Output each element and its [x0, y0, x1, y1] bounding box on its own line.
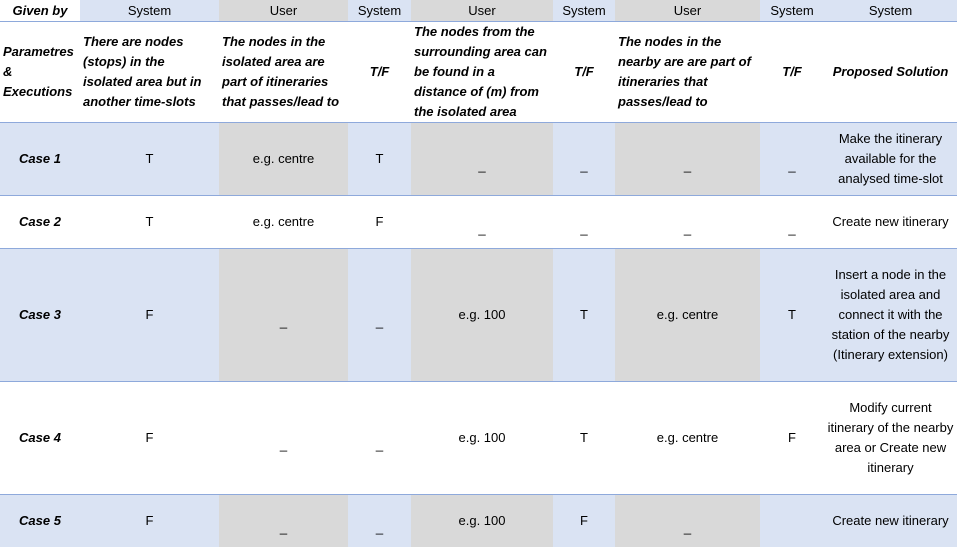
column-header: The nodes in the nearby are are part of …	[615, 22, 760, 123]
table-cell: e.g. centre	[219, 196, 348, 249]
given-by-cell: User	[411, 0, 553, 22]
case-label: Case 4	[0, 382, 80, 495]
column-header: T/F	[553, 22, 615, 123]
column-header: Proposed Solution	[824, 22, 957, 123]
column-header: The nodes in the isolated area are part …	[219, 22, 348, 123]
given-by-cell: System	[348, 0, 411, 22]
table-cell: e.g. centre	[615, 249, 760, 382]
table-row: Case 4 F _ _ e.g. 100 T e.g. centre F Mo…	[0, 382, 957, 495]
table-cell: _	[348, 495, 411, 547]
table-cell: _	[219, 495, 348, 547]
given-by-cell: System	[80, 0, 219, 22]
table-cell: _	[553, 123, 615, 196]
table-cell: _	[615, 495, 760, 547]
table-cell: T	[760, 249, 824, 382]
table-cell: F	[80, 495, 219, 547]
table-cell	[760, 495, 824, 547]
given-by-cell: User	[219, 0, 348, 22]
proposed-solution: Create new itinerary	[824, 196, 957, 249]
table-cell: T	[348, 123, 411, 196]
table-row: Case 1 T e.g. centre T _ _ _ _ Make the …	[0, 123, 957, 196]
table-cell: _	[348, 382, 411, 495]
given-by-cell: User	[615, 0, 760, 22]
case-label: Case 1	[0, 123, 80, 196]
column-header: There are nodes (stops) in the isolated …	[80, 22, 219, 123]
given-by-cell: System	[760, 0, 824, 22]
table-cell: _	[615, 123, 760, 196]
table-cell: e.g. 100	[411, 495, 553, 547]
table-cell: T	[80, 196, 219, 249]
column-header: The nodes from the surrounding area can …	[411, 22, 553, 123]
proposed-solution: Make the itinerary available for the ana…	[824, 123, 957, 196]
given-by-row: Given by System User System User System …	[0, 0, 957, 22]
table-cell: _	[219, 382, 348, 495]
case-label: Case 2	[0, 196, 80, 249]
table-cell: F	[760, 382, 824, 495]
proposed-solution: Create new itinerary	[824, 495, 957, 547]
table-cell: _	[411, 123, 553, 196]
table-cell: e.g. 100	[411, 382, 553, 495]
parameters-label: Parametres & Executions	[0, 22, 80, 123]
table-cell: _	[553, 196, 615, 249]
table-row: Case 3 F _ _ e.g. 100 T e.g. centre T In…	[0, 249, 957, 382]
table-cell: _	[411, 196, 553, 249]
table-cell: _	[760, 196, 824, 249]
table-cell: T	[553, 382, 615, 495]
table-cell: F	[80, 249, 219, 382]
table-cell: T	[553, 249, 615, 382]
proposed-solution: Insert a node in the isolated area and c…	[824, 249, 957, 382]
case-label: Case 3	[0, 249, 80, 382]
table-cell: _	[760, 123, 824, 196]
given-by-label: Given by	[0, 0, 80, 22]
proposed-solution: Modify current itinerary of the nearby a…	[824, 382, 957, 495]
parameter-header-row: Parametres & Executions There are nodes …	[0, 22, 957, 123]
column-header: T/F	[760, 22, 824, 123]
given-by-cell: System	[824, 0, 957, 22]
table-cell: F	[553, 495, 615, 547]
table-row: Case 5 F _ _ e.g. 100 F _ Create new iti…	[0, 495, 957, 547]
given-by-cell: System	[553, 0, 615, 22]
case-label: Case 5	[0, 495, 80, 547]
table-cell: _	[348, 249, 411, 382]
table-cell: F	[80, 382, 219, 495]
table-cell: F	[348, 196, 411, 249]
table-cell: e.g. 100	[411, 249, 553, 382]
column-header: T/F	[348, 22, 411, 123]
table-cell: e.g. centre	[219, 123, 348, 196]
table-cell: _	[615, 196, 760, 249]
table-row: Case 2 T e.g. centre F _ _ _ _ Create ne…	[0, 196, 957, 249]
table-cell: T	[80, 123, 219, 196]
table-cell: _	[219, 249, 348, 382]
table-cell: e.g. centre	[615, 382, 760, 495]
